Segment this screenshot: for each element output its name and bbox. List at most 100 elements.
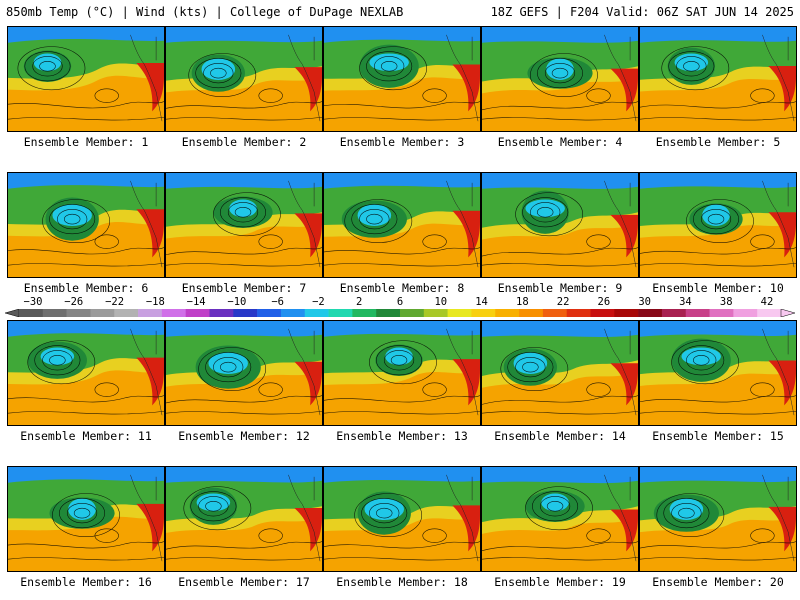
temperature-map xyxy=(166,467,322,571)
ensemble-member-panel: Ensemble Member: 10 xyxy=(639,172,797,295)
colorbar-tick-label: −18 xyxy=(145,296,165,308)
member-map-frame xyxy=(639,320,797,426)
ensemble-member-label: Ensemble Member: 5 xyxy=(655,135,781,149)
member-map-frame xyxy=(639,26,797,132)
colorbar-tick-label: 42 xyxy=(760,296,774,308)
ensemble-member-panel: Ensemble Member: 14 xyxy=(481,320,639,443)
colorbar-tick-label: 18 xyxy=(516,296,529,308)
member-map-frame xyxy=(481,26,639,132)
colorbar-tick-label: 22 xyxy=(556,296,570,308)
ensemble-member-panel: Ensemble Member: 16 xyxy=(7,466,165,589)
colorbar-segment xyxy=(495,309,520,317)
ensemble-member-panel: Ensemble Member: 3 xyxy=(323,26,481,149)
member-map-frame xyxy=(7,26,165,132)
member-map-frame xyxy=(639,172,797,278)
ensemble-member-label: Ensemble Member: 9 xyxy=(497,281,623,295)
temperature-map xyxy=(8,467,164,571)
temperature-map xyxy=(8,27,164,131)
colorbar-segment xyxy=(590,309,615,317)
colorbar-tick-label: 2 xyxy=(356,296,363,308)
ensemble-member-panel: Ensemble Member: 11 xyxy=(7,320,165,443)
ensemble-member-panel: Ensemble Member: 2 xyxy=(165,26,323,149)
member-map-frame xyxy=(323,172,481,278)
ensemble-member-panel: Ensemble Member: 5 xyxy=(639,26,797,149)
ensemble-member-label: Ensemble Member: 3 xyxy=(339,135,465,149)
ensemble-member-panel: Ensemble Member: 7 xyxy=(165,172,323,295)
valid-time-info: 18Z GEFS | F204 Valid: 06Z SAT JUN 14 20… xyxy=(490,5,794,19)
ensemble-member-panel: Ensemble Member: 15 xyxy=(639,320,797,443)
member-map-frame xyxy=(7,320,165,426)
colorbar-segment xyxy=(519,309,544,317)
temperature-map xyxy=(166,321,322,425)
colorbar-tick-label: −30 xyxy=(23,296,43,308)
colorbar-segment xyxy=(447,309,472,317)
colorbar-tick-label: 34 xyxy=(679,296,692,308)
member-map-frame xyxy=(165,26,323,132)
temperature-map xyxy=(640,467,796,571)
temperature-map xyxy=(640,173,796,277)
temperature-map xyxy=(482,321,638,425)
colorbar-segment xyxy=(161,309,186,317)
ensemble-member-label: Ensemble Member: 1 xyxy=(23,135,149,149)
ensemble-member-label: Ensemble Member: 20 xyxy=(652,575,784,589)
colorbar-segment xyxy=(400,309,425,317)
ensemble-member-label: Ensemble Member: 19 xyxy=(494,575,626,589)
temperature-map xyxy=(482,173,638,277)
temperature-map xyxy=(324,173,480,277)
colorbar-segment xyxy=(566,309,591,317)
colorbar-segment xyxy=(661,309,687,317)
ensemble-member-label: Ensemble Member: 15 xyxy=(652,429,784,443)
member-map-frame xyxy=(323,466,481,572)
colorbar-segment xyxy=(685,309,710,317)
member-map-frame xyxy=(165,172,323,278)
member-map-frame xyxy=(165,320,323,426)
member-map-frame xyxy=(323,26,481,132)
colorbar-strip xyxy=(5,309,795,317)
member-map-frame xyxy=(481,466,639,572)
member-map-frame xyxy=(481,320,639,426)
colorbar-tick-label: −6 xyxy=(271,296,284,308)
colorbar-tick-label: −10 xyxy=(227,296,247,308)
ensemble-member-label: Ensemble Member: 6 xyxy=(23,281,149,295)
member-map-frame xyxy=(639,466,797,572)
colorbar-tick-label: 14 xyxy=(475,296,488,308)
temperature-map xyxy=(166,173,322,277)
colorbar-segment xyxy=(376,309,401,317)
colorbar-tick-label: −14 xyxy=(186,296,206,308)
colorbar-tick-labels: −30 −26 −22 −18 −14 −10 −6 −2 2 6 10 14 18 22 26 30 34 38… xyxy=(5,296,795,308)
ensemble-member-panel: Ensemble Member: 13 xyxy=(323,320,481,443)
ensemble-member-label: Ensemble Member: 17 xyxy=(178,575,310,589)
temperature-map xyxy=(482,27,638,131)
colorbar-min-arrow xyxy=(5,309,20,317)
ensemble-member-label: Ensemble Member: 14 xyxy=(494,429,626,443)
ensemble-member-panel: Ensemble Member: 12 xyxy=(165,320,323,443)
colorbar-tick-label: 10 xyxy=(434,296,448,308)
colorbar-tick-label: 6 xyxy=(396,296,404,308)
ensemble-member-panel: Ensemble Member: 20 xyxy=(639,466,797,589)
temperature-colorbar: −30 −26 −22 −18 −14 −10 −6 −2 2 6 10 14 18 22 26 30 34 38… xyxy=(5,296,795,322)
colorbar-segment xyxy=(66,309,91,317)
ensemble-member-panel: Ensemble Member: 9 xyxy=(481,172,639,295)
ensemble-member-panel: Ensemble Member: 8 xyxy=(323,172,481,295)
ensemble-member-panel: Ensemble Member: 18 xyxy=(323,466,481,589)
ensemble-member-label: Ensemble Member: 18 xyxy=(336,575,468,589)
temperature-map xyxy=(166,27,322,131)
temperature-map xyxy=(640,27,796,131)
colorbar-segment xyxy=(542,309,567,317)
colorbar-segment xyxy=(423,309,448,317)
temperature-map xyxy=(324,27,480,131)
ensemble-member-label: Ensemble Member: 16 xyxy=(20,575,152,589)
temperature-map xyxy=(324,467,480,571)
temperature-map xyxy=(640,321,796,425)
colorbar-tick-label: −2 xyxy=(312,296,325,308)
colorbar-segment xyxy=(328,309,353,317)
colorbar-segment xyxy=(185,309,210,317)
colorbar-segment xyxy=(471,309,496,317)
colorbar-segment xyxy=(614,309,639,317)
colorbar-segment xyxy=(19,309,44,317)
ensemble-member-label: Ensemble Member: 8 xyxy=(339,281,465,295)
colorbar-segment xyxy=(90,309,115,317)
colorbar-tick-label: −22 xyxy=(105,296,125,308)
ensemble-member-label: Ensemble Member: 12 xyxy=(178,429,310,443)
